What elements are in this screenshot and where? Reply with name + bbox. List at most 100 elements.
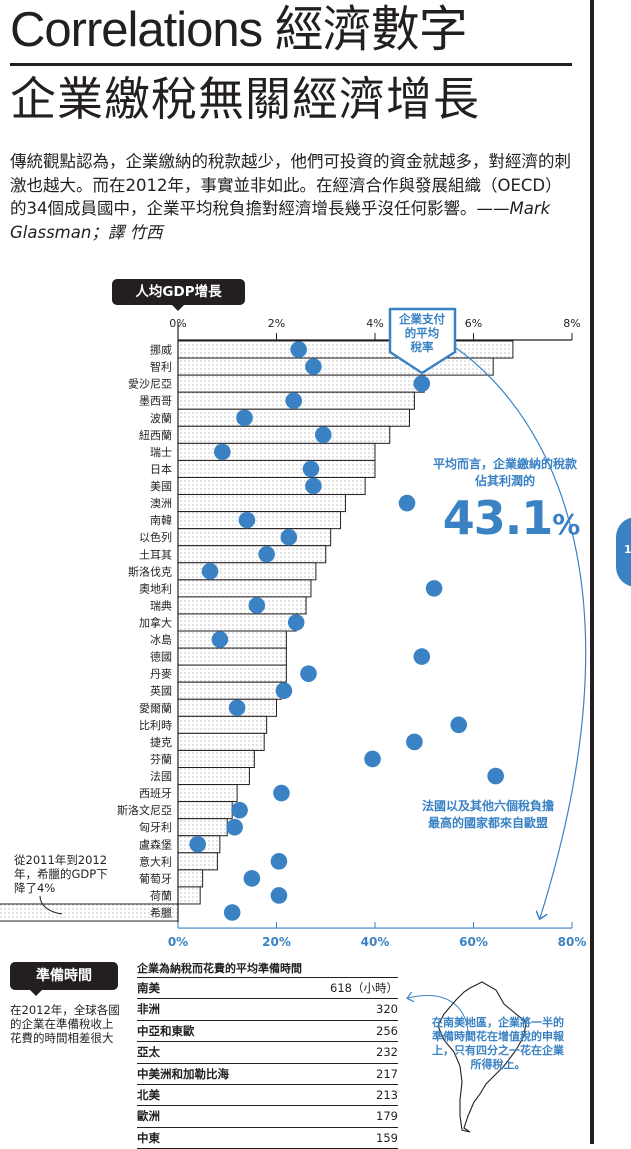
tax-rate-dot <box>305 358 322 375</box>
tax-rate-dot <box>189 835 206 853</box>
gdp-bar <box>177 886 201 905</box>
country-label: 愛爾蘭 <box>139 702 172 715</box>
tax-rate-dot <box>258 545 275 563</box>
tax-rate-dot <box>243 870 261 887</box>
tax-rate-dot <box>226 818 243 836</box>
country-label: 瑞士 <box>150 445 172 459</box>
gdp-tick-label: 0% <box>169 317 186 330</box>
gdp-bar <box>177 647 287 666</box>
country-label: 美國 <box>150 480 172 493</box>
gdp-bar <box>177 698 277 717</box>
country-label: 斯洛伐克 <box>128 564 172 578</box>
tax-rate-dot <box>270 853 288 870</box>
gdp-bar <box>177 801 233 820</box>
prep-table-row: 中東 159 <box>137 1128 398 1149</box>
gdp-bar <box>177 340 514 359</box>
country-label: 日本 <box>150 462 172 476</box>
country-label: 德國 <box>150 650 172 664</box>
prep-hours: 256 <box>376 1023 398 1038</box>
gdp-bar <box>177 545 327 564</box>
country-label: 加拿大 <box>139 615 172 629</box>
tax-callout-box <box>388 307 457 375</box>
gdp-bar <box>177 613 297 632</box>
south-america-note: 在南美地區，企業將一半的準備時間花在增值稅的申報上，只有四分之一花在企業所得稅上… <box>432 1016 564 1071</box>
country-label: 希臘 <box>150 906 172 920</box>
country-label: 冰島 <box>150 633 172 647</box>
country-label: 挪威 <box>150 343 172 357</box>
column-divider <box>590 0 594 1144</box>
gdp-bar <box>177 732 265 751</box>
country-label: 土耳其 <box>139 548 172 561</box>
callout-arc <box>451 344 587 918</box>
gdp-bar <box>177 852 218 871</box>
gdp-tick-label: 6% <box>465 317 482 330</box>
tax-rate-dot <box>290 341 307 358</box>
country-label: 捷克 <box>150 735 172 749</box>
country-label: 紐西蘭 <box>139 429 172 442</box>
tax-rate-dot <box>228 699 246 717</box>
country-label: 葡萄牙 <box>139 872 172 885</box>
prep-time-tag: 準備時間 <box>10 962 118 996</box>
prep-table-row: 南美 618（小時） <box>137 978 398 1000</box>
country-label: 荷蘭 <box>150 889 172 902</box>
prep-table-row: 亞太 232 <box>137 1042 398 1064</box>
prep-time-table: 企業為納稅而花費的平均準備時間 南美 618（小時） 非洲 320 中亞和東歐 256 亞太… <box>137 960 398 1149</box>
tax-rate-dot <box>413 648 431 665</box>
gdp-bar <box>177 562 317 581</box>
country-label: 瑞典 <box>150 598 172 612</box>
average-unit: % <box>552 508 580 541</box>
average-value: 43.1% <box>436 494 586 549</box>
gdp-bar <box>177 408 410 427</box>
south-america-outline <box>437 981 527 1133</box>
region-name: 中東 <box>137 1130 160 1145</box>
tax-rate-dot <box>280 528 298 546</box>
gdp-axis-tag: 人均GDP增長 <box>112 279 245 311</box>
gdp-bar <box>177 511 342 530</box>
tax-tick-label: 0% <box>168 935 188 949</box>
region-name: 亞太 <box>137 1045 160 1060</box>
region-name: 中美洲和加勒比海 <box>137 1066 229 1081</box>
gdp-bar <box>177 749 255 769</box>
tax-rate-dot <box>214 443 231 461</box>
gdp-tick-label: 8% <box>563 317 580 330</box>
tax-rate-dot <box>201 563 219 580</box>
page-tab[interactable]: 1 <box>616 517 631 587</box>
tax-rate-dot <box>238 511 256 529</box>
country-label: 波蘭 <box>150 412 172 425</box>
south-america-map <box>400 981 527 1133</box>
gdp-bar <box>177 528 332 547</box>
prep-note: 在2012年，全球各國的企業在準備稅收上花費的時間相差很大 <box>10 1003 120 1045</box>
prep-table-row: 北美 213 <box>137 1085 398 1107</box>
tax-rate-dot <box>275 682 293 700</box>
tax-rate-dot <box>425 580 443 597</box>
country-label: 盧森堡 <box>139 837 172 851</box>
gdp-bar <box>177 664 287 683</box>
country-label: 比利時 <box>139 719 172 732</box>
prep-table-row: 歐洲 179 <box>137 1106 398 1128</box>
country-label: 以色列 <box>139 530 172 544</box>
map-arrow <box>408 996 469 1041</box>
tax-rate-dot <box>406 733 423 751</box>
country-label: 墨西哥 <box>139 395 172 408</box>
page-title: Correlations 經濟數字 <box>10 3 468 57</box>
region-name: 歐洲 <box>137 1109 160 1124</box>
prep-hours: 232 <box>376 1045 398 1060</box>
prep-table-row: 非洲 320 <box>137 999 398 1021</box>
gdp-bar <box>177 494 346 513</box>
tax-rate-dot <box>413 375 431 392</box>
gdp-bar <box>177 476 366 496</box>
eu-note: 法國以及其他六個稅負擔最高的國家都來自歐盟 <box>421 799 554 830</box>
tax-rate-dot <box>450 716 468 734</box>
country-label: 愛沙尼亞 <box>128 378 172 391</box>
tax-rate-dot <box>285 392 303 410</box>
gdp-tick-label: 2% <box>268 317 285 330</box>
tax-rate-dot <box>302 460 320 478</box>
gdp-bar <box>177 357 494 376</box>
gdp-bar <box>177 630 287 649</box>
tax-tick-label: 60% <box>459 935 488 949</box>
tax-rate-dot <box>364 750 381 768</box>
tax-rate-dot <box>305 477 322 495</box>
gdp-bar <box>177 681 282 700</box>
gdp-bar <box>177 596 307 615</box>
region-name: 北美 <box>137 1087 160 1102</box>
